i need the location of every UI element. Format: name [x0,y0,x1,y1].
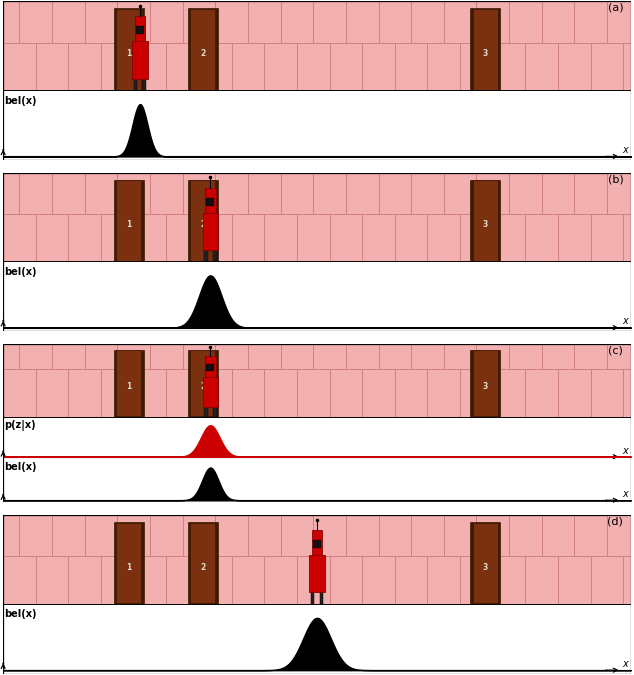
Bar [190,523,216,603]
Bar [206,198,214,206]
Bar [204,250,208,261]
Bar [205,356,216,377]
Bar [113,350,144,416]
Bar [203,377,218,407]
Bar [188,180,218,261]
Bar [116,523,141,603]
Bar [470,350,500,416]
Bar [473,350,498,416]
Bar [188,522,218,604]
Text: 2: 2 [200,382,205,391]
Bar [188,350,218,416]
Bar [313,540,321,548]
Text: 3: 3 [482,382,488,391]
Bar [309,555,325,593]
Bar [213,407,217,416]
Bar [3,515,631,604]
Text: (d): (d) [607,516,623,526]
Text: (c): (c) [609,346,623,356]
Text: 1: 1 [126,49,131,58]
Bar [3,344,631,416]
Text: 1: 1 [126,382,131,391]
Bar [188,9,218,90]
Text: (a): (a) [607,3,623,13]
Bar [470,9,500,90]
Bar [3,1,631,90]
Bar [134,16,145,41]
Bar [3,173,631,261]
Bar [116,350,141,416]
Bar [204,407,208,416]
Bar [134,78,138,90]
Bar [133,41,148,78]
Bar [113,9,144,90]
Bar [116,9,141,90]
Text: 1: 1 [126,220,131,229]
Bar [3,515,631,604]
Bar [473,9,498,90]
Bar [113,180,144,261]
Bar [190,9,216,90]
Bar [203,213,218,250]
Bar [205,188,216,213]
Bar [190,350,216,416]
Bar [311,593,314,604]
Bar [320,593,323,604]
Bar [190,180,216,261]
Text: 2: 2 [200,220,205,229]
Bar [3,1,631,90]
Bar [473,180,498,261]
Text: (b): (b) [607,174,623,184]
Bar [113,522,144,604]
Bar [3,173,631,261]
Text: 2: 2 [200,49,205,58]
Text: 3: 3 [482,563,488,572]
Text: 3: 3 [482,220,488,229]
Bar [470,522,500,604]
Bar [116,180,141,261]
Bar [470,180,500,261]
Bar [136,26,144,34]
Bar [213,250,217,261]
Text: 2: 2 [200,563,205,572]
Bar [206,364,214,371]
Bar [473,523,498,603]
Bar [312,530,322,555]
Bar [3,344,631,416]
Text: 1: 1 [126,563,131,572]
Text: 3: 3 [482,49,488,58]
Bar [143,78,146,90]
